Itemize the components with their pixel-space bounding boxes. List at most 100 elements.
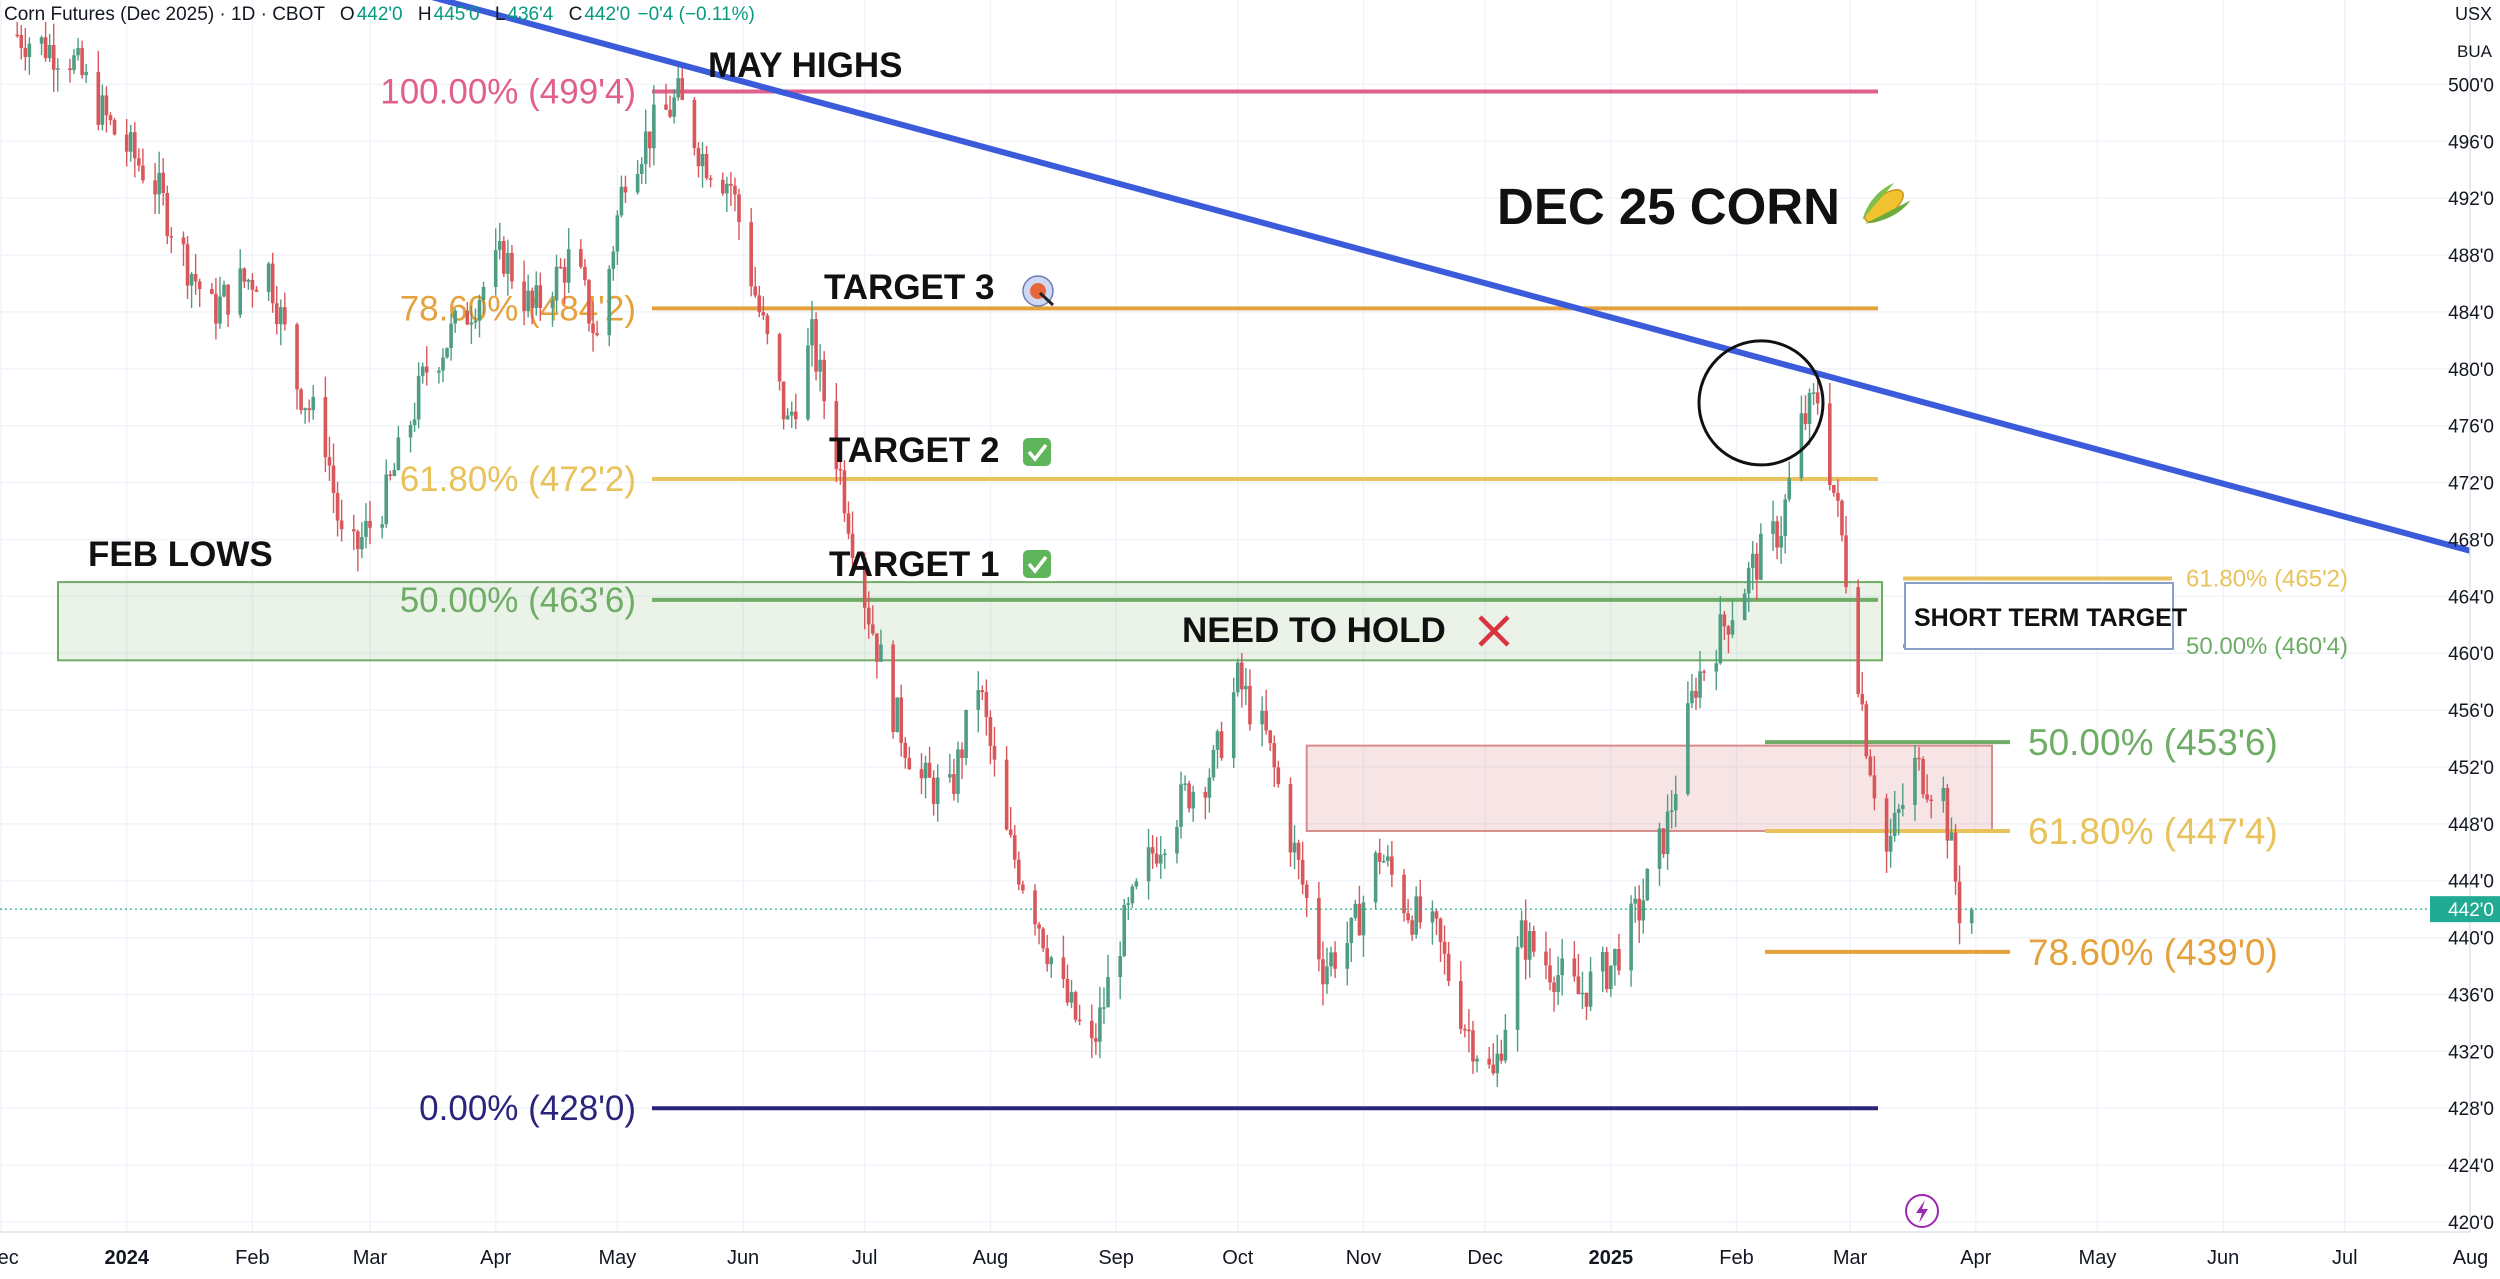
candle-down (254, 289, 259, 292)
candle-up (1888, 836, 1893, 852)
symbol-line[interactable]: Corn Futures (Dec 2025) · 1D · CBOT (4, 4, 325, 25)
candle-down (1187, 783, 1191, 809)
candle-up (1414, 896, 1418, 935)
y-tick-label: 456'0 (2448, 701, 2494, 722)
candle-down (1921, 758, 1925, 795)
candle-up (246, 279, 251, 282)
candle-down (1552, 982, 1556, 993)
candle-up (47, 45, 52, 59)
candle-down (1410, 920, 1414, 935)
candle-up (412, 419, 417, 426)
candle-down (664, 104, 668, 110)
candle-down (1073, 992, 1078, 1020)
candle-up (652, 104, 656, 149)
candle-up (948, 774, 952, 778)
candle-down (1957, 881, 1962, 924)
candle-up (1686, 703, 1690, 795)
candle-up (72, 55, 76, 71)
candle-down (465, 310, 470, 325)
candle-up (923, 762, 928, 779)
x-tick-label: Jun (2207, 1247, 2239, 1269)
candle-down (875, 633, 879, 662)
candle-down (595, 333, 599, 336)
resistance-zone (1305, 744, 1994, 832)
time-axis[interactable]: Dec 2024 Feb Mar Apr May Jun Jul Aug Sep Oct Nov Dec… (0, 1231, 2489, 1274)
candle-up (1580, 992, 1585, 995)
candle-down (1321, 959, 1325, 985)
candle-down (108, 115, 113, 121)
target-2-label: TARGET 2 (829, 431, 999, 470)
candle-up (1750, 553, 1755, 568)
candle-down (1499, 1053, 1504, 1061)
candle-up (1211, 749, 1216, 778)
candle-down (781, 381, 786, 420)
candle-up (619, 186, 624, 216)
candle-down (1836, 492, 1840, 501)
x-tick-label: Aug (2453, 1247, 2489, 1269)
highlight-circle (1697, 339, 1825, 467)
x-tick-label: Mar (353, 1247, 388, 1269)
candle-down (1815, 392, 1820, 404)
grid (0, 0, 2472, 1232)
candle-down (181, 237, 186, 245)
candle-down (1017, 859, 1021, 885)
candle-up (1049, 957, 1054, 965)
candle-down (1945, 787, 1950, 841)
fib-label: 50.00% (463'6) (400, 581, 636, 620)
candle-up (1515, 947, 1520, 1030)
candle-down (834, 401, 839, 470)
candle-up (1629, 903, 1633, 971)
candle-down (274, 303, 279, 325)
fib-label: 0.00% (428'0) (419, 1089, 636, 1128)
candle-down (1021, 884, 1025, 891)
y-tick-label: 468'0 (2448, 530, 2494, 551)
price-axis[interactable]: 500'0 496'0 492'0 488'0 484'0 480'0 476'0 472'0… (2430, 0, 2500, 1274)
candle-down (1442, 941, 1447, 954)
candle-up (725, 183, 729, 194)
x-tick-label: Dec (0, 1247, 19, 1269)
candle-down (1531, 931, 1536, 952)
candle-down (1487, 1058, 1491, 1065)
candle-up (1759, 533, 1763, 580)
candle-up (396, 437, 401, 470)
candle-up (1122, 904, 1127, 956)
candle-down (295, 324, 299, 390)
candle-down (1584, 992, 1589, 1007)
candle-down (749, 222, 753, 287)
candle-up (477, 300, 482, 321)
candle-down (579, 249, 583, 267)
candle-up (956, 749, 960, 794)
candle-up (976, 690, 981, 710)
corn-husk (1864, 200, 1911, 224)
candle-down (708, 178, 713, 180)
currency-label[interactable]: USX (2454, 4, 2492, 24)
target-icon (1022, 275, 1055, 307)
candle-up (278, 307, 283, 325)
candle-down (193, 273, 198, 282)
candle-down (1523, 920, 1528, 960)
candle-up (935, 777, 940, 805)
unit-label[interactable]: BUA (2457, 42, 2492, 61)
high-value: 445'0 (433, 4, 480, 25)
candle-down (952, 774, 956, 794)
time-axis-bg (0, 1232, 2470, 1274)
y-tick-label: 420'0 (2448, 1213, 2494, 1234)
candle-up (55, 68, 60, 70)
candle-down (1065, 978, 1070, 1003)
candle-up (1665, 811, 1670, 855)
candle-up (380, 524, 384, 528)
fib-label: 78.60% (439'0) (2028, 932, 2278, 973)
candle-up (1158, 854, 1163, 864)
candle-up (1742, 593, 1747, 621)
candle-up (1779, 536, 1783, 548)
candle-down (765, 315, 770, 335)
candle-down (51, 45, 56, 70)
x-tick-label: May (598, 1247, 636, 1269)
check-icon (1023, 438, 1051, 466)
candle-up (1613, 948, 1617, 966)
candle-down (1467, 1029, 1471, 1032)
candle-up (615, 215, 620, 252)
candle-down (23, 47, 28, 58)
